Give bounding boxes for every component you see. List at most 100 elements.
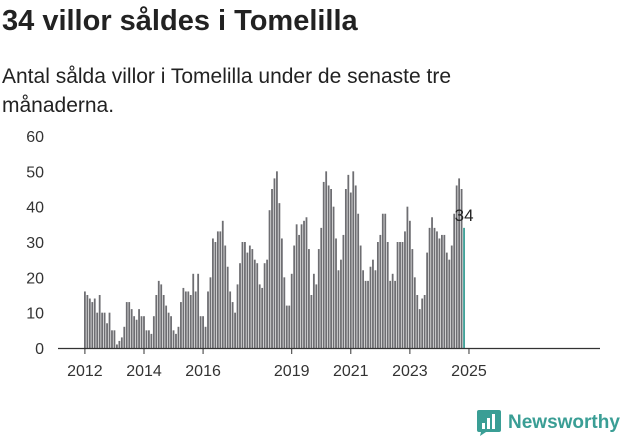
bar: [315, 284, 318, 348]
bar: [263, 263, 266, 348]
bar: [416, 295, 419, 348]
y-tick-label: 10: [26, 306, 44, 323]
bar: [448, 259, 451, 348]
chart-subtitle: Antal sålda villor i Tomelilla under de …: [2, 65, 452, 117]
x-tick-label: 2014: [126, 363, 162, 380]
bar: [423, 295, 426, 348]
bar: [455, 185, 458, 348]
bar: [226, 266, 229, 348]
bar: [253, 259, 256, 348]
bar: [229, 291, 232, 348]
bar: [199, 316, 202, 348]
bar: [135, 319, 138, 348]
bar: [347, 174, 350, 348]
chart-title: 34 villor såldes i Tomelilla: [2, 5, 358, 37]
bar: [266, 259, 268, 348]
bar: [187, 291, 190, 348]
bar: [406, 206, 409, 348]
bar: [221, 220, 224, 348]
bar: [376, 242, 379, 348]
bar: [216, 231, 219, 348]
bar: [162, 295, 165, 348]
bar: [335, 238, 337, 348]
bar: [426, 252, 429, 348]
bar: [308, 249, 310, 348]
bar: [88, 298, 91, 348]
bar: [276, 171, 278, 348]
brand-logo: Newsworthy: [476, 407, 620, 439]
bar: [384, 213, 387, 348]
x-tick-label: 2016: [185, 363, 221, 380]
bar: [192, 273, 195, 348]
bar: [120, 337, 123, 348]
bar: [293, 245, 296, 348]
bar: [273, 178, 276, 348]
bar: [337, 270, 340, 348]
bar: [268, 210, 271, 348]
x-tick-label: 2023: [392, 363, 428, 380]
bar: [116, 344, 118, 348]
bar: [138, 309, 140, 348]
bar: [202, 316, 204, 348]
bar: [125, 302, 128, 348]
bar: [234, 312, 236, 348]
bar: [98, 295, 101, 348]
x-tick-label: 2025: [451, 363, 487, 380]
bar: [330, 189, 332, 348]
bar: [212, 238, 214, 348]
bar: [180, 302, 182, 348]
bar: [320, 227, 323, 348]
bar: [367, 280, 369, 348]
bar: [172, 330, 175, 348]
bar: [167, 312, 170, 348]
bar: [239, 263, 241, 348]
bar: [150, 333, 153, 348]
bar: [285, 305, 288, 348]
bar: [344, 189, 347, 348]
bar: [133, 316, 136, 348]
bar: [130, 309, 133, 348]
bar: [84, 291, 86, 348]
bar: [394, 280, 397, 348]
bar: [389, 280, 392, 348]
bar: [175, 333, 177, 348]
bar: [244, 242, 246, 348]
bar: [214, 242, 217, 348]
bar: [194, 291, 197, 348]
bar: [256, 263, 259, 348]
y-tick-label: 40: [26, 200, 44, 217]
bar: [91, 302, 94, 348]
bar: [251, 249, 254, 348]
bar: [224, 245, 227, 348]
bar: [111, 330, 113, 348]
bar: [401, 242, 404, 348]
bar: [440, 234, 443, 348]
bar: [103, 312, 106, 348]
bar: [157, 280, 160, 348]
bar: [241, 242, 244, 348]
bar: [231, 302, 234, 348]
bar: [374, 270, 377, 348]
bar: [364, 280, 367, 348]
bar: [453, 213, 456, 348]
y-tick-label: 60: [26, 129, 44, 146]
bar: [160, 284, 163, 348]
bar: [310, 295, 313, 348]
x-tick-label: 2021: [333, 363, 369, 380]
bar: [352, 171, 355, 348]
bar: [332, 206, 335, 348]
bar: [312, 273, 315, 348]
bar: [463, 227, 465, 348]
bar: [460, 189, 463, 348]
bar: [118, 340, 121, 348]
bar: [278, 203, 281, 348]
bar: [219, 231, 222, 348]
bar: [342, 234, 345, 348]
last-value-label: 34: [455, 206, 474, 225]
bar: [413, 277, 416, 348]
bar: [300, 224, 303, 348]
bar: [349, 192, 352, 348]
bar: [288, 305, 291, 348]
bar: [106, 323, 108, 348]
